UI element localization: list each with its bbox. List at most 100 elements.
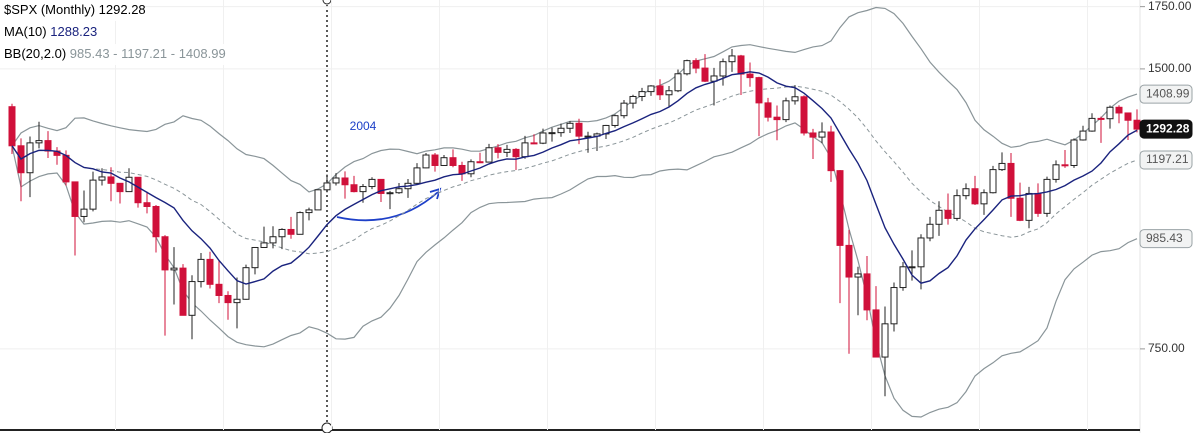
candle-body <box>341 177 349 186</box>
candle-body <box>575 122 583 137</box>
candle-body <box>206 258 214 285</box>
candle-body <box>485 147 493 163</box>
candle-body <box>278 228 286 238</box>
bb-upper-badge-bg <box>1139 84 1193 104</box>
candle-body <box>782 100 790 121</box>
candle-body <box>395 188 403 194</box>
candle-body <box>773 116 781 121</box>
candle-body <box>305 209 313 214</box>
candle-body <box>296 212 304 235</box>
candle-body <box>368 178 376 188</box>
candle-body <box>422 154 430 169</box>
candle-body <box>854 273 862 278</box>
candle-body <box>800 96 808 134</box>
candle-body <box>1088 117 1096 132</box>
candle-body <box>458 164 466 175</box>
candle-body <box>179 267 187 316</box>
annotation: 2004 <box>350 119 377 133</box>
candle-body <box>962 188 970 197</box>
candle-body <box>287 228 295 235</box>
crosshair-handle <box>322 0 332 5</box>
separator: - <box>110 46 122 61</box>
candle-body <box>359 186 367 193</box>
candle-body <box>989 169 997 194</box>
candle-body <box>764 102 772 118</box>
candle-body <box>467 161 475 175</box>
last-price-badge-bg <box>1139 119 1193 139</box>
candle-body <box>638 91 646 97</box>
candle-body <box>548 132 556 135</box>
candle-body <box>881 323 889 358</box>
candle-body <box>755 77 763 104</box>
y-tick-label: 750.00 <box>1148 341 1185 355</box>
crosshair-handle <box>321 422 333 433</box>
candle-body <box>980 192 988 205</box>
candle-body <box>269 236 277 244</box>
candle-body <box>944 209 952 219</box>
candle-body <box>350 184 358 193</box>
candle-body <box>512 148 520 158</box>
candle-body <box>62 154 70 183</box>
candle-body <box>728 55 736 63</box>
bb-upper: 1408.99 <box>179 46 226 61</box>
candle-body <box>665 90 673 96</box>
candle-body <box>449 157 457 166</box>
candle-body <box>107 176 115 184</box>
candle-body <box>719 61 727 77</box>
legend-row: $SPX (Monthly) 1292.28 <box>4 2 146 17</box>
candle-body <box>80 208 88 217</box>
candle-body <box>1070 139 1078 166</box>
candle-body <box>494 147 502 153</box>
candle-body <box>899 266 907 289</box>
candle-body <box>890 287 898 325</box>
candle-body <box>674 73 682 92</box>
candle-body <box>818 131 826 138</box>
candle-body <box>584 135 592 138</box>
candle-body <box>692 60 700 69</box>
candle-body <box>260 242 268 248</box>
candle-body <box>872 309 880 358</box>
legend: $SPX (Monthly) 1292.28 MA(10) 1288.23 BB… <box>0 0 232 65</box>
candle-body <box>134 176 142 204</box>
bb-upper-badge: 1408.99 <box>1146 86 1190 100</box>
candle-body <box>647 85 655 93</box>
candle-body <box>620 102 628 117</box>
candle-body <box>233 298 241 304</box>
candle-body <box>746 73 754 79</box>
candle-body <box>323 182 331 191</box>
candle-body <box>215 283 223 296</box>
candle-body <box>26 142 34 174</box>
bb-label: BB(20,2.0) <box>4 46 66 61</box>
candle-body <box>1025 192 1033 221</box>
bb-mid-badge-bg <box>1139 150 1193 170</box>
candle-body <box>611 115 619 126</box>
candle-body <box>440 157 448 166</box>
candle-body <box>503 148 511 153</box>
candle-body <box>1016 197 1024 221</box>
candle-body <box>566 122 574 129</box>
candle-body <box>557 127 565 134</box>
candle-body <box>1007 162 1015 199</box>
ma-label: MA(10) <box>4 24 47 39</box>
candle-body <box>701 67 709 82</box>
candle-body <box>1115 106 1123 114</box>
candle-body <box>1124 112 1132 121</box>
bb-mid: 1197.21 <box>121 46 167 61</box>
candle-body <box>737 55 745 75</box>
candle-body <box>170 267 178 271</box>
candle-body <box>89 179 97 210</box>
candle-body <box>125 176 133 193</box>
bb-lower-line <box>11 122 1138 418</box>
bb-mid-badge: 1197.21 <box>1146 152 1189 166</box>
candle-body <box>917 237 925 268</box>
candle-body <box>656 85 664 96</box>
candle-body <box>530 142 538 145</box>
candle-body <box>908 266 916 269</box>
candle-body <box>161 236 169 271</box>
candle-body <box>1079 130 1087 141</box>
candle-body <box>926 223 934 239</box>
annotation-arrow <box>336 191 439 222</box>
bb-lower-badge: 985.43 <box>1146 231 1183 245</box>
